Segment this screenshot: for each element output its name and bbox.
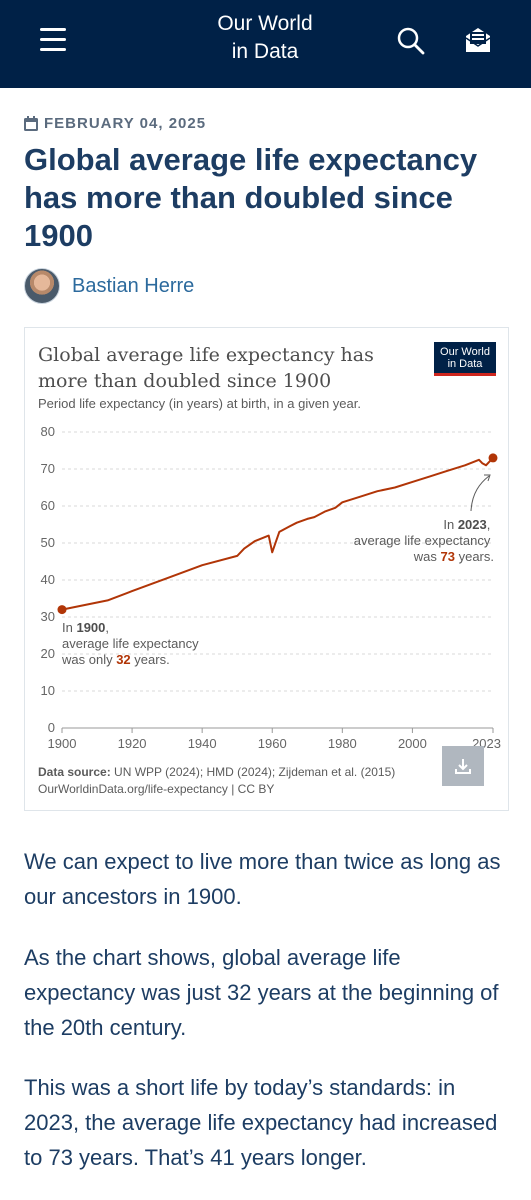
source-url[interactable]: OurWorldinData.org/life-expectancy | CC … xyxy=(38,782,275,796)
search-icon[interactable] xyxy=(396,26,426,56)
publish-date: FEBRUARY 04, 2025 xyxy=(24,115,206,132)
download-icon xyxy=(455,759,471,774)
chart-card: Global average life expectancy has more … xyxy=(24,327,509,811)
y-tick-label: 60 xyxy=(41,498,55,513)
end-point-2023 xyxy=(488,453,498,463)
annotation-arrowhead xyxy=(484,474,491,482)
paragraph-2: As the chart shows, global average life … xyxy=(24,945,499,1040)
download-button[interactable] xyxy=(442,746,484,786)
y-tick-label: 80 xyxy=(41,424,55,439)
site-header: Our World in Data xyxy=(0,0,531,88)
owid-chart-logo[interactable]: Our World in Data xyxy=(434,342,496,376)
annotation-1900: In 1900, average life expectancy was onl… xyxy=(61,620,202,667)
paragraph-3: This was a short life by today’s standar… xyxy=(24,1075,498,1170)
x-tick-label: 1900 xyxy=(48,736,77,751)
life-expectancy-chart: 0 10 20 30 40 50 60 70 80 1900 1920 1940 1960 1980 200… xyxy=(41,424,501,751)
chart-subtitle: Period life expectancy (in years) at bir… xyxy=(38,396,361,411)
y-tick-label: 40 xyxy=(41,572,55,587)
brand-line-2: in Data xyxy=(231,40,299,63)
logo-line-1: Our World xyxy=(440,346,490,358)
x-tick-label: 1980 xyxy=(328,736,357,751)
x-tick-label: 1940 xyxy=(188,736,217,751)
author-byline[interactable]: Bastian Herre xyxy=(24,268,194,304)
logo-accent-bar xyxy=(434,373,496,376)
annotation-layer: In 1900, average life expectancy was onl… xyxy=(61,474,494,667)
brand-line-1: Our World xyxy=(217,12,313,35)
y-tick-label: 50 xyxy=(41,535,55,550)
article-title: Global average life expectancy has more … xyxy=(24,142,478,253)
source-label: Data source: xyxy=(38,765,111,779)
site-logo[interactable]: Our World in Data xyxy=(195,10,335,66)
hamburger-menu-icon[interactable] xyxy=(40,28,66,52)
annotation-2023: In 2023, average life expectancy was 73 … xyxy=(354,517,494,564)
series-line-life-expectancy xyxy=(61,457,494,611)
author-avatar xyxy=(24,268,60,304)
line-layer xyxy=(57,453,498,615)
x-tick-label: 1920 xyxy=(118,736,147,751)
x-tick-label: 1960 xyxy=(258,736,287,751)
y-tick-label: 20 xyxy=(41,646,55,661)
y-tick-label: 30 xyxy=(41,609,55,624)
logo-line-2: in Data xyxy=(447,358,483,370)
y-tick-label: 10 xyxy=(41,683,55,698)
paragraph-1: We can expect to live more than twice as… xyxy=(24,849,501,909)
source-text: UN WPP (2024); HMD (2024); Zijdeman et a… xyxy=(114,765,396,779)
axis-layer: 0 10 20 30 40 50 60 70 80 1900 1920 1940 1960 1980 200… xyxy=(41,424,501,751)
date-text: FEBRUARY 04, 2025 xyxy=(44,115,207,132)
author-name[interactable]: Bastian Herre xyxy=(72,274,195,297)
start-point-1900 xyxy=(57,605,67,615)
y-tick-label: 0 xyxy=(48,720,55,735)
calendar-icon xyxy=(24,116,38,131)
y-tick-label: 70 xyxy=(41,461,55,476)
envelope-icon[interactable] xyxy=(462,24,494,56)
x-tick-label: 2000 xyxy=(398,736,427,751)
chart-source: Data source: UN WPP (2024); HMD (2024); … xyxy=(38,764,395,798)
chart-title: Global average life expectancy has more … xyxy=(38,344,374,392)
annotation-arrow xyxy=(470,475,490,512)
